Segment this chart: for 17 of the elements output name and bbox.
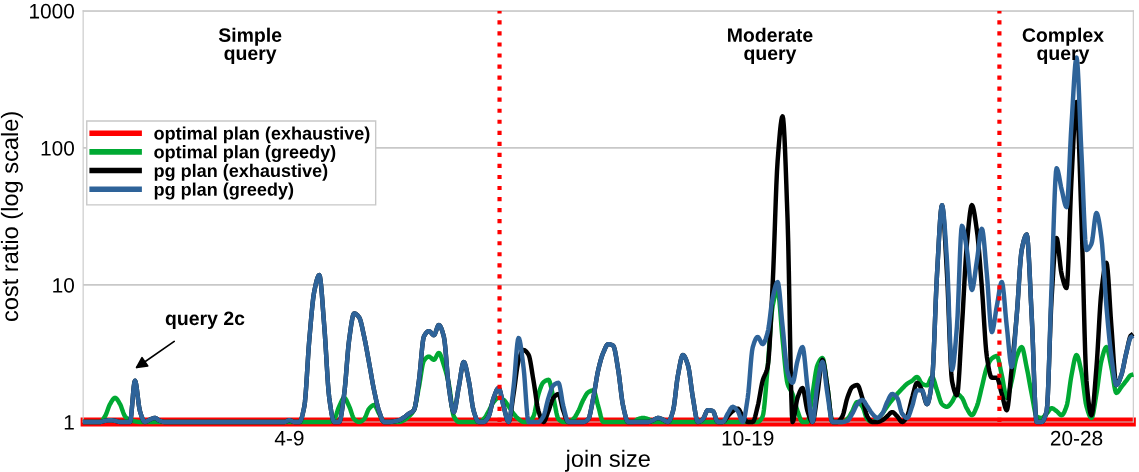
- legend-label: optimal plan (greedy): [154, 145, 336, 163]
- annotation: Complex query: [1022, 27, 1104, 64]
- x-tick-label: 10-19: [722, 430, 774, 446]
- y-axis-title: cost ratio (log scale): [0, 112, 23, 322]
- annotation: query 2c: [165, 311, 245, 330]
- x-axis-title: join size: [565, 449, 650, 472]
- y-tick-label: 1000: [30, 3, 74, 19]
- y-tick-label: 1: [64, 415, 74, 430]
- y-tick-label: 100: [41, 140, 74, 156]
- legend-label: optimal plan (exhaustive): [154, 126, 370, 144]
- y-tick-label: 10: [53, 277, 74, 293]
- x-tick-label: 4-9: [274, 430, 304, 446]
- x-tick-label: 20-28: [1050, 430, 1103, 446]
- legend-label: pg plan (exhaustive): [154, 163, 328, 181]
- annotation: Moderate query: [728, 27, 813, 64]
- legend-label: pg plan (greedy): [154, 182, 294, 200]
- annotation: Simple query: [218, 27, 282, 64]
